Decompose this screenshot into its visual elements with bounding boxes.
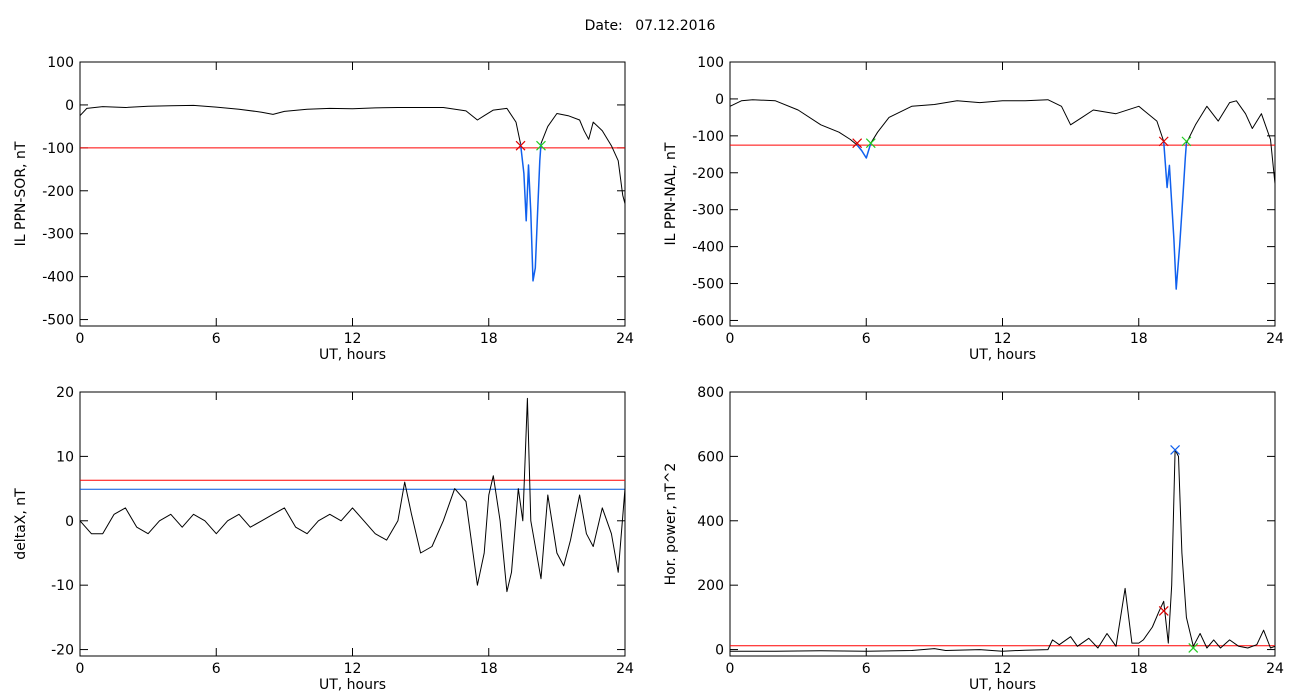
panel-1-marker-green xyxy=(536,140,546,151)
panel-3-xtick-label: 24 xyxy=(616,661,634,677)
panel-1-ytick-label: 0 xyxy=(65,98,74,114)
panel-2-frame xyxy=(729,61,1276,327)
date-label: Date: xyxy=(584,18,623,34)
panel-4-marker-red xyxy=(1158,606,1169,616)
panel-4-xtick-label: 18 xyxy=(1130,661,1148,677)
panel-4-series-line-1 xyxy=(730,449,1276,652)
panel-2-xtick-label: 18 xyxy=(1130,331,1148,347)
panel-1-xtick-label: 24 xyxy=(616,331,634,347)
panel-2-ytick-label: 0 xyxy=(715,92,724,108)
panel-1-ylabel: IL PPN-SOR, nT xyxy=(13,141,29,246)
chart-title: Date: 07.12.2016 xyxy=(0,18,1300,34)
panel-4-ylabel: Hor. power, nT^2 xyxy=(663,463,679,586)
panel-2-ytick-label: -200 xyxy=(692,166,724,182)
panel-2-xtick-label: 0 xyxy=(726,331,735,347)
panel-4-ytick-label: 800 xyxy=(697,385,724,401)
panel-1-xlabel: UT, hours xyxy=(319,347,386,363)
panel-4-frame xyxy=(729,391,1276,657)
panel-3-xtick-label: 12 xyxy=(344,661,362,677)
panel-2-ylabel: IL PPN-NAL, nT xyxy=(663,142,679,245)
panel-4-xtick-label: 24 xyxy=(1266,661,1284,677)
panel-4-ytick-label: 600 xyxy=(697,449,724,465)
panel-1-xtick-label: 6 xyxy=(212,331,221,347)
panel-4-ytick-label: 400 xyxy=(697,514,724,530)
panel-3-xtick-label: 18 xyxy=(480,661,498,677)
panel-2-series-line-2 xyxy=(870,99,1165,144)
panel-2-event-line xyxy=(856,142,872,159)
panel-1-xtick-label: 12 xyxy=(344,331,362,347)
panel-2-xtick-label: 6 xyxy=(862,331,871,347)
panel-1-event-line xyxy=(519,143,542,282)
panel-2-series-line-1 xyxy=(729,99,858,146)
panel-3-ytick-label: 0 xyxy=(65,514,74,530)
panel-2-marker-green xyxy=(865,138,876,149)
panel-2-event-line-2 xyxy=(1162,141,1188,290)
panel-3-series-line-1 xyxy=(79,397,626,593)
panel-3-ytick-label: -10 xyxy=(51,578,74,594)
panel-3-xtick-label: 0 xyxy=(76,661,85,677)
panel-3-ylabel: deltaX, nT xyxy=(13,488,29,560)
panel-4-xtick-label: 6 xyxy=(862,661,871,677)
panel-1-series-line-1 xyxy=(79,104,521,144)
panel-4-marker-green xyxy=(1188,643,1199,653)
panel-2-xtick-label: 24 xyxy=(1266,331,1284,347)
panel-4-xlabel: UT, hours xyxy=(969,677,1036,693)
panel-4-ytick-label: 200 xyxy=(697,578,724,594)
panel-3-xtick-label: 6 xyxy=(212,661,221,677)
panel-1-ytick-label: 100 xyxy=(47,55,74,71)
panel-2-marker-red xyxy=(852,138,863,149)
panel-2-marker-green xyxy=(1181,136,1192,147)
panel-2-ytick-label: -400 xyxy=(692,240,724,256)
panel-1-ytick-label: -100 xyxy=(42,141,74,157)
panel-2-ytick-label: -300 xyxy=(692,203,724,219)
panel-2-series-line-3 xyxy=(1185,100,1276,184)
panel-4-xtick-label: 12 xyxy=(994,661,1012,677)
panel-3-ytick-label: -20 xyxy=(51,643,74,659)
panel-1-ytick-label: -200 xyxy=(42,184,74,200)
panel-1-xtick-label: 0 xyxy=(76,331,85,347)
panel-2-marker-red xyxy=(1158,136,1169,147)
panel-3-ytick-label: 10 xyxy=(56,449,74,465)
panel-2-ytick-label: -600 xyxy=(692,313,724,329)
panel-1-marker-red xyxy=(515,140,526,151)
panel-2-ytick-label: 100 xyxy=(697,55,724,71)
panel-3-xlabel: UT, hours xyxy=(319,677,386,693)
panel-1-frame xyxy=(79,61,626,327)
panel-1-ytick-label: -400 xyxy=(42,270,74,286)
panel-2-ytick-label: -500 xyxy=(692,277,724,293)
panel-2-xlabel: UT, hours xyxy=(969,347,1036,363)
panel-4-marker-blue xyxy=(1170,445,1181,455)
panel-1-series-line-2 xyxy=(540,113,626,204)
panel-4-ytick-label: 0 xyxy=(715,643,724,659)
panel-1-ytick-label: -500 xyxy=(42,313,74,329)
panel-4-xtick-label: 0 xyxy=(726,661,735,677)
panel-1-ytick-label: -300 xyxy=(42,227,74,243)
panel-3-ytick-label: 20 xyxy=(56,385,74,401)
panel-1-xtick-label: 18 xyxy=(480,331,498,347)
panel-2-xtick-label: 12 xyxy=(994,331,1012,347)
panel-2-ytick-label: -100 xyxy=(692,129,724,145)
panel-3-frame xyxy=(79,391,626,657)
date-value: 07.12.2016 xyxy=(635,18,716,34)
